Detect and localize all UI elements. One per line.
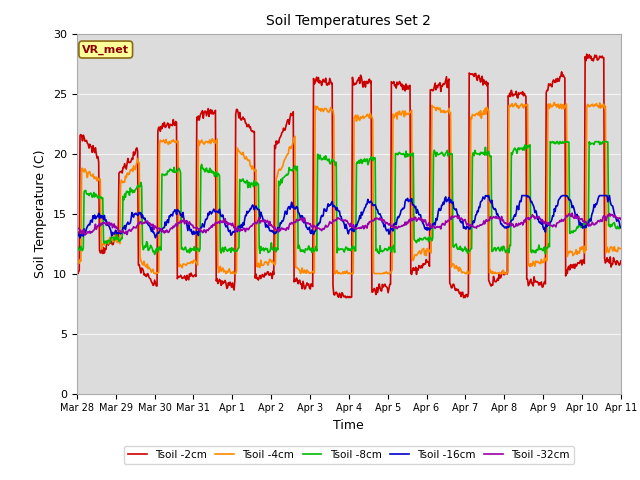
Tsoil -4cm xyxy=(252,168,259,174)
Tsoil -4cm xyxy=(617,246,625,252)
Tsoil -2cm xyxy=(161,124,169,130)
Tsoil -2cm xyxy=(73,267,81,273)
Tsoil -32cm xyxy=(566,213,574,218)
Line: Tsoil -16cm: Tsoil -16cm xyxy=(77,196,621,238)
Tsoil -16cm xyxy=(76,235,84,241)
Tsoil -2cm xyxy=(218,278,226,284)
Tsoil -8cm xyxy=(547,139,554,144)
Tsoil -32cm xyxy=(73,227,81,232)
Tsoil -32cm xyxy=(219,219,227,225)
Title: Soil Temperatures Set 2: Soil Temperatures Set 2 xyxy=(266,14,431,28)
Tsoil -8cm xyxy=(73,245,81,251)
Tsoil -8cm xyxy=(568,228,575,234)
Tsoil -32cm xyxy=(617,216,625,222)
Tsoil -2cm xyxy=(566,262,574,267)
Tsoil -4cm xyxy=(88,173,96,179)
Tsoil -16cm xyxy=(219,212,227,218)
Tsoil -32cm xyxy=(568,210,576,216)
Tsoil -16cm xyxy=(617,225,625,230)
Tsoil -16cm xyxy=(162,222,170,228)
Text: VR_met: VR_met xyxy=(82,44,129,55)
Tsoil -2cm xyxy=(88,149,96,155)
Tsoil -16cm xyxy=(252,204,259,210)
Line: Tsoil -4cm: Tsoil -4cm xyxy=(77,102,621,274)
Tsoil -16cm xyxy=(481,192,489,199)
Tsoil -4cm xyxy=(162,137,170,143)
Y-axis label: Soil Temperature (C): Soil Temperature (C) xyxy=(35,149,47,278)
X-axis label: Time: Time xyxy=(333,419,364,432)
Tsoil -8cm xyxy=(151,252,159,257)
Tsoil -2cm xyxy=(250,129,258,134)
Tsoil -8cm xyxy=(252,181,259,187)
Tsoil -2cm xyxy=(337,295,345,300)
Tsoil -4cm xyxy=(73,258,81,264)
Tsoil -16cm xyxy=(89,213,97,218)
Tsoil -4cm xyxy=(151,271,159,276)
Tsoil -2cm xyxy=(532,278,540,284)
Tsoil -4cm xyxy=(219,265,227,271)
Tsoil -8cm xyxy=(162,171,170,177)
Tsoil -4cm xyxy=(568,250,575,255)
Line: Tsoil -8cm: Tsoil -8cm xyxy=(77,142,621,254)
Tsoil -4cm xyxy=(532,258,540,264)
Tsoil -16cm xyxy=(532,210,540,216)
Legend: Tsoil -2cm, Tsoil -4cm, Tsoil -8cm, Tsoil -16cm, Tsoil -32cm: Tsoil -2cm, Tsoil -4cm, Tsoil -8cm, Tsoi… xyxy=(124,445,573,464)
Tsoil -8cm xyxy=(617,225,625,230)
Tsoil -32cm xyxy=(89,228,97,234)
Tsoil -8cm xyxy=(219,245,227,251)
Tsoil -8cm xyxy=(88,194,96,200)
Tsoil -16cm xyxy=(73,231,81,237)
Tsoil -8cm xyxy=(532,250,540,256)
Tsoil -2cm xyxy=(617,258,625,264)
Tsoil -32cm xyxy=(532,214,540,220)
Line: Tsoil -2cm: Tsoil -2cm xyxy=(77,54,621,298)
Tsoil -16cm xyxy=(568,200,575,206)
Line: Tsoil -32cm: Tsoil -32cm xyxy=(77,213,621,235)
Tsoil -32cm xyxy=(252,219,259,225)
Tsoil -32cm xyxy=(162,229,170,235)
Tsoil -32cm xyxy=(81,232,89,238)
Tsoil -2cm xyxy=(583,51,591,57)
Tsoil -4cm xyxy=(550,99,558,105)
